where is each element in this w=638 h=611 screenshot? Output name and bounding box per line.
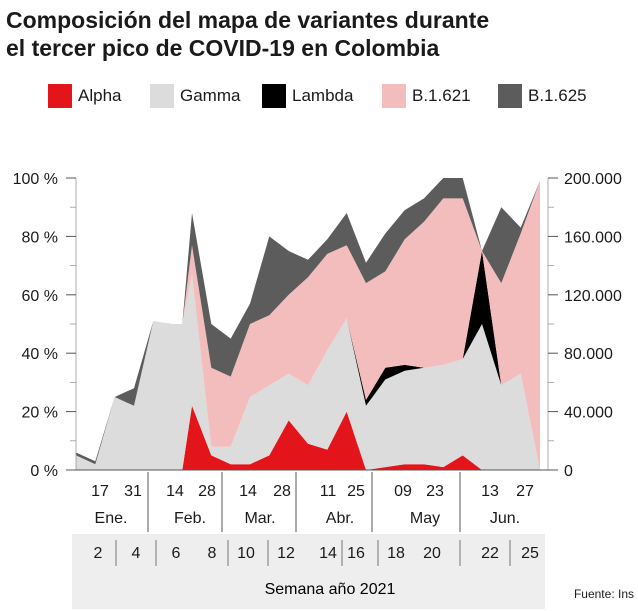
month-label: Jun. — [490, 510, 520, 527]
right-tick-label: 40.000 — [564, 405, 613, 422]
legend-swatch-b1621 — [382, 84, 406, 108]
date-tick-label: 28 — [273, 483, 291, 500]
date-tick-label: 14 — [239, 483, 257, 500]
right-tick-label: 160.000 — [564, 229, 622, 246]
title-line-1: Composición del mapa de variantes durant… — [6, 7, 490, 33]
legend-swatch-alpha — [48, 84, 72, 108]
legend-label-b1621: B.1.621 — [412, 86, 471, 105]
date-tick-label: 25 — [347, 483, 365, 500]
date-tick-label: 31 — [124, 483, 142, 500]
legend-swatch-gamma — [150, 84, 174, 108]
date-tick-label: 11 — [320, 483, 337, 500]
date-tick-label: 13 — [481, 483, 499, 500]
area-b1621 — [76, 180, 540, 470]
left-tick-label: 60 % — [22, 288, 58, 305]
legend-label-gamma: Gamma — [180, 86, 241, 105]
week-tick-label: 10 — [237, 545, 255, 562]
axis-band-background — [72, 534, 545, 609]
right-tick-label: 200.000 — [564, 171, 622, 188]
week-tick-label: 16 — [347, 545, 365, 562]
right-tick-label: 80.000 — [564, 346, 613, 363]
date-tick-label: 17 — [91, 483, 109, 500]
legend-label-lambda: Lambda — [292, 86, 354, 105]
week-tick-label: 14 — [319, 545, 337, 562]
left-tick-label: 40 % — [22, 346, 58, 363]
chart-title: Composición del mapa de variantes durant… — [6, 6, 626, 62]
week-tick-label: 8 — [208, 545, 217, 562]
date-tick-label: 09 — [394, 483, 412, 500]
left-tick-label: 80 % — [22, 229, 58, 246]
area-layer — [76, 178, 540, 470]
legend-swatch-b1625 — [498, 84, 522, 108]
right-tick-label: 0 — [564, 463, 573, 480]
week-tick-label: 22 — [481, 545, 499, 562]
legend-label-alpha: Alpha — [78, 86, 122, 105]
axes-layer: 0 %20 %40 %60 %80 %100 %040.00080.000120… — [13, 171, 622, 566]
week-tick-label: 20 — [423, 545, 441, 562]
right-tick-label: 120.000 — [564, 288, 622, 305]
legend-label-b1625: B.1.625 — [528, 86, 587, 105]
date-tick-label: 14 — [166, 483, 184, 500]
area-alpha — [76, 405, 540, 470]
x-axis-label: Semana año 2021 — [265, 581, 396, 598]
left-tick-label: 20 % — [22, 405, 58, 422]
week-tick-label: 2 — [94, 545, 103, 562]
month-label: Abr. — [326, 510, 354, 527]
week-tick-label: 6 — [172, 545, 181, 562]
left-tick-label: 0 % — [30, 463, 58, 480]
month-label: Ene. — [95, 510, 128, 527]
week-tick-label: 4 — [132, 545, 141, 562]
legend-swatch-lambda — [262, 84, 286, 108]
left-tick-label: 100 % — [13, 171, 58, 188]
week-tick-label: 25 — [521, 545, 539, 562]
week-tick-label: 18 — [387, 545, 405, 562]
area-gamma — [76, 274, 540, 470]
source-note: Fuente: Ins — [573, 587, 634, 601]
month-label: Mar. — [244, 510, 275, 527]
date-tick-label: 23 — [426, 483, 444, 500]
week-tick-label: 12 — [277, 545, 295, 562]
month-label: May — [410, 510, 440, 527]
title-line-2: el tercer pico de COVID-19 en Colombia — [6, 35, 440, 61]
date-tick-label: 28 — [198, 483, 216, 500]
month-label: Feb. — [174, 510, 206, 527]
date-tick-label: 27 — [516, 483, 534, 500]
